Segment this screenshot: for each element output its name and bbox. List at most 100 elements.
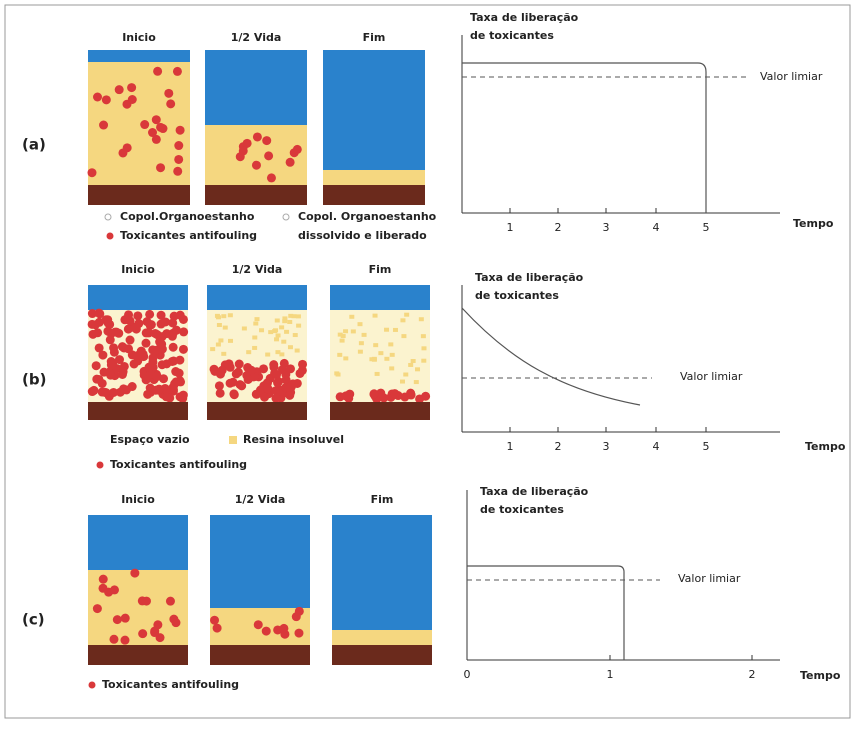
toxicant-dot xyxy=(130,569,139,578)
resin xyxy=(408,363,413,367)
toxicant-dot xyxy=(110,348,119,357)
x-label: Tempo xyxy=(793,217,834,230)
stage-title: Fim xyxy=(363,31,386,44)
resin xyxy=(388,342,393,346)
toxicant-dot xyxy=(137,347,146,356)
toxicant-dot xyxy=(162,359,171,368)
toxicant-dot xyxy=(267,173,276,182)
toxicant-dot xyxy=(216,370,225,379)
toxicant-dot xyxy=(148,128,157,137)
toxicant-dot xyxy=(151,329,160,338)
toxicant-dot xyxy=(152,372,161,381)
toxicant-dot xyxy=(260,393,269,402)
resin xyxy=(275,318,280,322)
resin xyxy=(349,315,354,319)
resin xyxy=(393,328,398,332)
resin xyxy=(253,322,258,326)
toxicant-dot xyxy=(120,636,129,645)
y-title: Taxa de liberação xyxy=(475,271,584,284)
resin xyxy=(375,372,380,376)
legend-text: dissolvido e liberado xyxy=(298,229,427,242)
x-tick-label: 0 xyxy=(464,668,471,681)
resin xyxy=(282,319,287,323)
toxicant-dot xyxy=(168,318,177,327)
toxicant-dot xyxy=(113,615,122,624)
substrate xyxy=(330,402,430,420)
resin xyxy=(421,334,426,338)
resin xyxy=(210,347,215,351)
legend-square xyxy=(229,436,237,444)
toxicant-dot xyxy=(156,163,165,172)
toxicant-dot xyxy=(88,309,97,318)
legend-text: Resina insoluvel xyxy=(243,433,344,446)
toxicant-dot xyxy=(176,126,185,135)
toxicant-dot xyxy=(293,145,302,154)
toxicant-dot xyxy=(141,339,150,348)
resin xyxy=(216,343,221,347)
toxicant-dot xyxy=(142,317,151,326)
toxicant-dot xyxy=(247,366,256,375)
legend-copol xyxy=(105,214,111,220)
toxicant-dot xyxy=(104,319,113,328)
legend-text: Copol.Organoestanho xyxy=(120,210,255,223)
x-label: Tempo xyxy=(800,669,841,682)
resin xyxy=(400,380,405,384)
resin xyxy=(373,343,378,347)
toxicant-dot xyxy=(237,381,246,390)
toxicant-dot xyxy=(262,136,271,145)
legend-copol xyxy=(283,214,289,220)
resin xyxy=(389,366,394,370)
x-tick-label: 1 xyxy=(507,221,514,234)
toxicant-dot xyxy=(166,99,175,108)
resin xyxy=(287,320,292,324)
toxicant-dot xyxy=(274,377,283,386)
resin xyxy=(268,330,273,334)
toxicant-dot xyxy=(153,620,162,629)
legend-dot xyxy=(97,462,104,469)
resin xyxy=(296,314,301,318)
resin xyxy=(216,315,221,319)
toxicant-dot xyxy=(109,635,118,644)
toxicant-dot xyxy=(115,85,124,94)
y-title: Taxa de liberação xyxy=(480,485,589,498)
substrate xyxy=(88,402,188,420)
resin xyxy=(265,353,270,357)
toxicant-dot xyxy=(175,369,184,378)
threshold-label: Valor limiar xyxy=(678,572,741,585)
resin xyxy=(369,357,374,361)
toxicant-dot xyxy=(286,364,295,373)
toxicant-dot xyxy=(295,369,304,378)
resin xyxy=(384,328,389,332)
toxicant-dot xyxy=(151,386,160,395)
resin xyxy=(228,339,233,343)
resin xyxy=(403,373,408,377)
figure: (a)Inicio1/2 VidaFimCopol.OrganoestanhoT… xyxy=(0,0,857,725)
toxicant-dot xyxy=(176,392,185,401)
resin xyxy=(334,371,339,375)
resin xyxy=(228,313,233,317)
y-title: de toxicantes xyxy=(475,289,559,302)
toxicant-dot xyxy=(142,597,151,606)
substrate xyxy=(323,185,425,205)
toxicant-dot xyxy=(133,311,142,320)
coating xyxy=(332,630,432,645)
legend-text: Toxicantes antifouling xyxy=(120,229,257,242)
toxicant-dot xyxy=(142,375,151,384)
stage-title: Inicio xyxy=(121,493,155,506)
resin xyxy=(400,318,405,322)
resin xyxy=(378,351,383,355)
x-tick-label: 4 xyxy=(653,440,660,453)
toxicant-dot xyxy=(128,95,137,104)
toxicant-dot xyxy=(336,392,345,401)
resin xyxy=(246,350,251,354)
toxicant-dot xyxy=(244,375,253,384)
toxicant-dot xyxy=(128,382,137,391)
toxicant-dot xyxy=(99,575,108,584)
resin xyxy=(252,335,257,339)
toxicant-dot xyxy=(210,616,219,625)
toxicant-dot xyxy=(111,328,120,337)
resin xyxy=(421,359,426,363)
toxicant-dot xyxy=(142,328,151,337)
resin xyxy=(415,367,420,371)
y-title: Taxa de liberação xyxy=(470,11,579,24)
